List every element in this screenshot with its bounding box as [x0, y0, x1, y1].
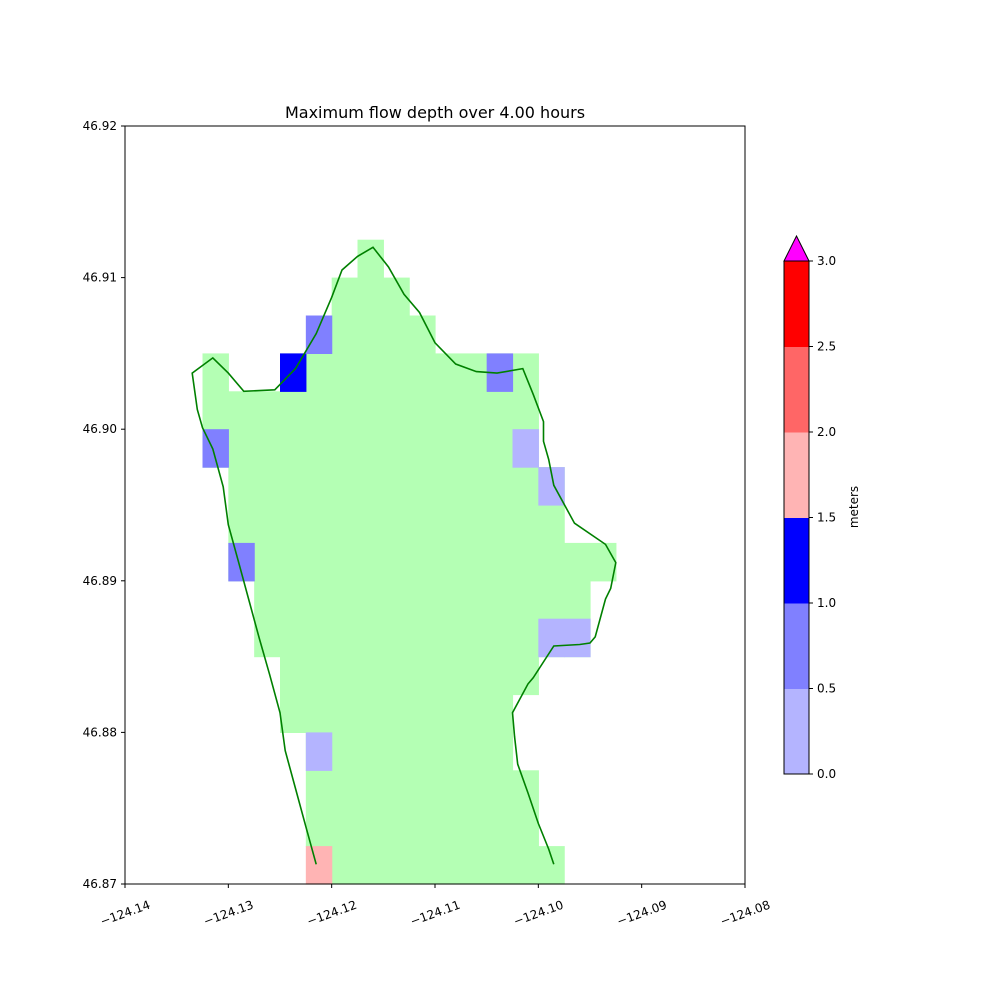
land-row [202, 353, 229, 392]
land-row [331, 846, 565, 885]
land-row [228, 467, 565, 506]
colorbar-tick-label: 2.0 [817, 425, 836, 439]
x-tick-label: −124.13 [202, 898, 256, 929]
y-tick-label: 46.90 [83, 422, 117, 436]
x-tick-label: −124.09 [615, 898, 669, 929]
depth-cell [305, 315, 333, 354]
shoreline-path [191, 246, 617, 865]
colorbar-extend-arrow [783, 234, 810, 262]
land-row [331, 315, 436, 354]
colorbar-segment [784, 603, 809, 689]
colorbar: 0.0 0.5 1.0 1.5 2.0 2.5 3.0 [783, 234, 836, 781]
depth-cell [305, 846, 333, 885]
y-tick-label: 46.91 [83, 271, 117, 285]
colorbar-tick-label: 0.5 [817, 682, 836, 696]
land-row [254, 618, 591, 658]
colorbar-segment [784, 432, 809, 518]
x-tick-label: −124.08 [718, 898, 772, 929]
land-row [280, 694, 514, 733]
plot-area [124, 125, 746, 885]
land-row [331, 277, 410, 317]
land-row [202, 429, 539, 468]
y-tick-label: 46.88 [83, 725, 117, 739]
colorbar-segment [784, 688, 809, 775]
chart-title: Maximum flow depth over 4.00 hours [285, 103, 585, 122]
land-row [280, 656, 539, 696]
land-row [357, 239, 384, 279]
y-axis: 46.87 46.88 46.89 46.90 46.91 46.92 [83, 119, 125, 891]
land-row [228, 505, 565, 544]
depth-cell [305, 732, 333, 771]
colorbar-tick-label: 2.5 [817, 340, 836, 354]
x-tick-label: −124.14 [98, 898, 152, 929]
x-tick-label: −124.12 [305, 898, 359, 929]
colorbar-segment [784, 261, 809, 347]
colorbar-tick-label: 1.5 [817, 511, 836, 525]
colorbar-tick-label: 1.0 [817, 596, 836, 610]
depth-cell [512, 429, 539, 468]
land-row [305, 770, 539, 809]
land-row [305, 808, 539, 847]
x-tick-label: −124.10 [512, 898, 566, 929]
colorbar-segment [784, 517, 809, 604]
colorbar-tick-label: 3.0 [817, 254, 836, 268]
colorbar-label: meters [847, 486, 861, 528]
land-row [202, 391, 539, 430]
x-tick-label: −124.11 [408, 898, 462, 929]
depth-cell [280, 353, 307, 392]
y-tick-label: 46.87 [83, 877, 117, 891]
land-row [254, 580, 591, 620]
colorbar-segment [784, 346, 809, 433]
colorbar-tick-label: 0.0 [817, 767, 836, 781]
land-row [228, 542, 617, 582]
y-tick-label: 46.89 [83, 574, 117, 588]
depth-cell [538, 618, 565, 658]
depth-cell [564, 618, 591, 658]
land-row [305, 732, 514, 771]
y-tick-label: 46.92 [83, 119, 117, 133]
x-axis: −124.14 −124.13 −124.12 −124.11 −124.10 −124.… [98, 884, 772, 929]
